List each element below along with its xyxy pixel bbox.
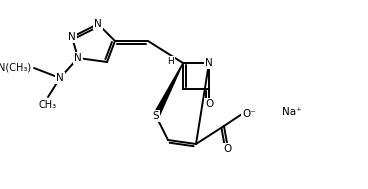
- Text: N: N: [205, 58, 213, 68]
- Text: N(CH₃): N(CH₃): [0, 63, 31, 73]
- Text: N: N: [56, 73, 64, 83]
- Text: O⁻: O⁻: [242, 109, 256, 119]
- Text: N: N: [74, 53, 82, 63]
- Text: N: N: [94, 19, 102, 29]
- Text: O: O: [205, 99, 213, 109]
- Text: Na⁺: Na⁺: [282, 107, 302, 117]
- Polygon shape: [153, 63, 183, 117]
- Text: CH₃: CH₃: [39, 100, 57, 110]
- Text: S: S: [153, 111, 159, 121]
- Text: O: O: [224, 144, 232, 154]
- Text: H: H: [168, 57, 174, 66]
- Text: N: N: [68, 32, 76, 42]
